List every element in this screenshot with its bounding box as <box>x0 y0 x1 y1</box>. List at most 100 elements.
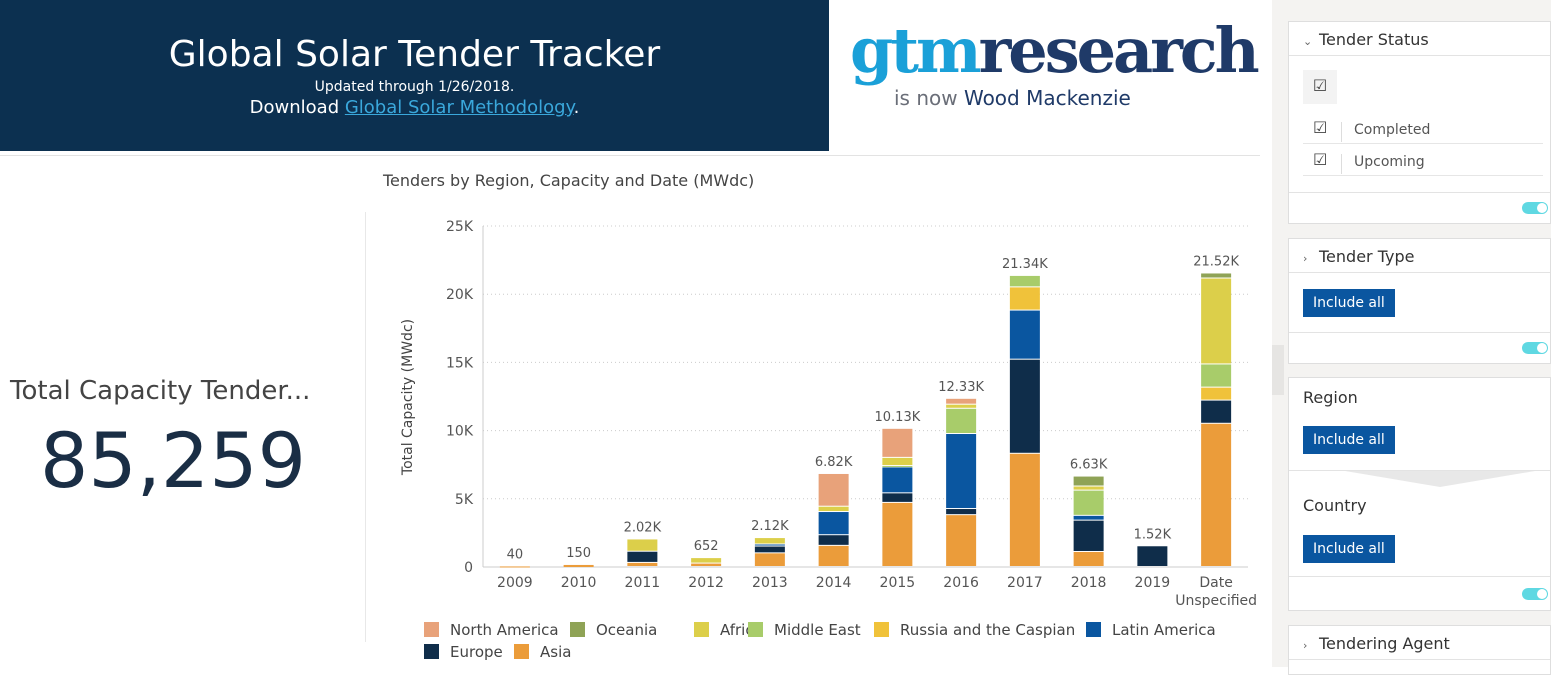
bar-segment-asia <box>1201 423 1232 566</box>
bar-segment-latin-america <box>818 512 849 535</box>
region-include-all-button[interactable]: Include all <box>1303 426 1395 454</box>
y-tick-label: 0 <box>464 560 473 576</box>
legend-swatch <box>748 622 763 637</box>
status-option-completed[interactable]: ☑ Completed <box>1303 114 1543 144</box>
bar-segment-asia <box>499 566 530 568</box>
x-tick-label: 2009 <box>497 575 533 591</box>
tender-type-filter: › Tender Type Include all <box>1288 238 1551 364</box>
legend-swatch <box>514 644 529 659</box>
include-all-button[interactable]: Include all <box>1303 289 1395 317</box>
tendering-agent-filter: › Tendering Agent <box>1288 625 1551 675</box>
bar-segment-europe <box>882 493 913 502</box>
legend-label: Latin America <box>1112 621 1216 639</box>
bar-segment-russia-and-the-caspian <box>1201 387 1232 400</box>
bar-segment-asia <box>818 545 849 566</box>
status-option-upcoming[interactable]: ☑ Upcoming <box>1303 146 1543 176</box>
x-tick-label: 2015 <box>880 575 916 591</box>
chevron-right-icon: › <box>1303 639 1308 652</box>
bar-segment-asia <box>754 553 785 566</box>
country-include-all-button[interactable]: Include all <box>1303 535 1395 563</box>
bar-segment-latin-america <box>946 434 977 509</box>
select-all-checkbox[interactable]: ☑ <box>1303 70 1337 104</box>
chart-title: Tenders by Region, Capacity and Date (MW… <box>383 171 755 190</box>
bar-segment-latin-america <box>1009 310 1040 359</box>
logo-brand: Wood Mackenzie <box>963 86 1131 110</box>
bar-segment-africa <box>691 558 722 563</box>
tendering-agent-header[interactable]: › Tendering Agent <box>1289 626 1550 660</box>
bar-segment-oceania <box>1201 273 1232 278</box>
toggle-switch[interactable] <box>1522 202 1548 214</box>
total-label: 10.13K <box>875 410 921 425</box>
x-tick-label: 2012 <box>688 575 724 591</box>
bar-segment-asia <box>946 515 977 566</box>
checkbox-checked-icon: ☑ <box>1312 76 1328 95</box>
methodology-link[interactable]: Global Solar Methodology <box>344 97 574 118</box>
download-suffix: . <box>573 97 580 118</box>
bar-segment-middle-east <box>1201 364 1232 387</box>
total-label: 1.52K <box>1134 527 1172 542</box>
logo-tagline: is now <box>894 86 964 110</box>
x-tick-label: 2017 <box>1007 575 1043 591</box>
checkbox-checked-icon: ☑ <box>1313 118 1328 137</box>
bar-segment-asia <box>563 564 594 567</box>
checkbox-checked-icon: ☑ <box>1313 150 1328 169</box>
tender-type-header[interactable]: › Tender Type <box>1289 239 1550 273</box>
bar-segment-north-america <box>946 398 977 404</box>
bar-segment-oceania <box>1073 476 1104 486</box>
bar-segment-africa <box>818 506 849 512</box>
page-title: Global Solar Tender Tracker <box>168 34 661 75</box>
legend-label: Asia <box>540 643 571 661</box>
total-label: 6.82K <box>815 455 853 470</box>
bar-segment-middle-east <box>1073 490 1104 515</box>
dashboard-header: Global Solar Tender Tracker Updated thro… <box>0 0 829 151</box>
legend-label: Russia and the Caspian <box>900 621 1075 639</box>
bar-segment-africa <box>946 404 977 408</box>
region-title: Region <box>1303 388 1358 407</box>
bar-segment-europe <box>1201 400 1232 423</box>
download-prefix: Download <box>249 97 345 118</box>
bar-segment-europe <box>1073 520 1104 551</box>
y-tick-label: 25K <box>446 219 474 235</box>
sidebar-collapse-handle[interactable] <box>1272 345 1284 395</box>
stacked-bar-chart: 0 5K 10K 15K 20K 25K Total Capacity (MWdc) 40 20… <box>400 219 1257 661</box>
download-text: Download Global Solar Methodology. <box>0 97 829 118</box>
legend-swatch <box>874 622 889 637</box>
tender-status-filter: ⌄ Tender Status ☑ ☑ Completed ☑ Upcoming <box>1288 21 1551 224</box>
bar-segment-asia <box>1073 551 1104 566</box>
legend-label: Middle East <box>774 621 861 639</box>
logo-gtm: gtm <box>850 14 982 87</box>
y-axis-title: Total Capacity (MWdc) <box>400 319 416 476</box>
total-label: 21.52K <box>1193 254 1239 269</box>
x-tick-label: 2016 <box>943 575 979 591</box>
tender-status-header[interactable]: ⌄ Tender Status <box>1289 22 1550 56</box>
total-label: 6.63K <box>1070 458 1108 473</box>
toggle-switch[interactable] <box>1522 588 1548 600</box>
legend-swatch <box>424 644 439 659</box>
filter-title: Tender Status <box>1319 30 1429 49</box>
region-country-filter: Region Include all Country Include all <box>1288 377 1551 611</box>
bar-segment-middle-east <box>1009 275 1040 287</box>
bar-segment-russia-and-the-caspian <box>1009 287 1040 310</box>
bar-segment-europe <box>1137 546 1168 566</box>
x-tick-label: Date <box>1199 575 1232 591</box>
legend-label: Oceania <box>596 621 657 639</box>
country-title: Country <box>1303 496 1367 515</box>
bar-segment-africa <box>754 538 785 544</box>
bar-segment-latin-america <box>882 467 913 493</box>
updated-text: Updated through 1/26/2018. <box>314 79 515 95</box>
total-label: 2.12K <box>751 519 789 534</box>
legend-swatch <box>424 622 439 637</box>
toggle-switch[interactable] <box>1522 342 1548 354</box>
divider <box>365 212 366 642</box>
connector-arrow <box>1345 471 1535 487</box>
chevron-right-icon: › <box>1303 252 1308 265</box>
kpi-label: Total Capacity Tender... <box>10 376 311 406</box>
x-tick-label: 2018 <box>1071 575 1107 591</box>
filter-title: Tendering Agent <box>1319 634 1450 653</box>
bar-segment-europe <box>1009 359 1040 453</box>
bar-segment-middle-east <box>946 408 977 434</box>
x-tick-label: Unspecified <box>1175 593 1257 609</box>
total-label: 12.33K <box>938 380 984 395</box>
y-tick-label: 10K <box>446 424 474 440</box>
bar-segment-africa <box>1073 486 1104 490</box>
